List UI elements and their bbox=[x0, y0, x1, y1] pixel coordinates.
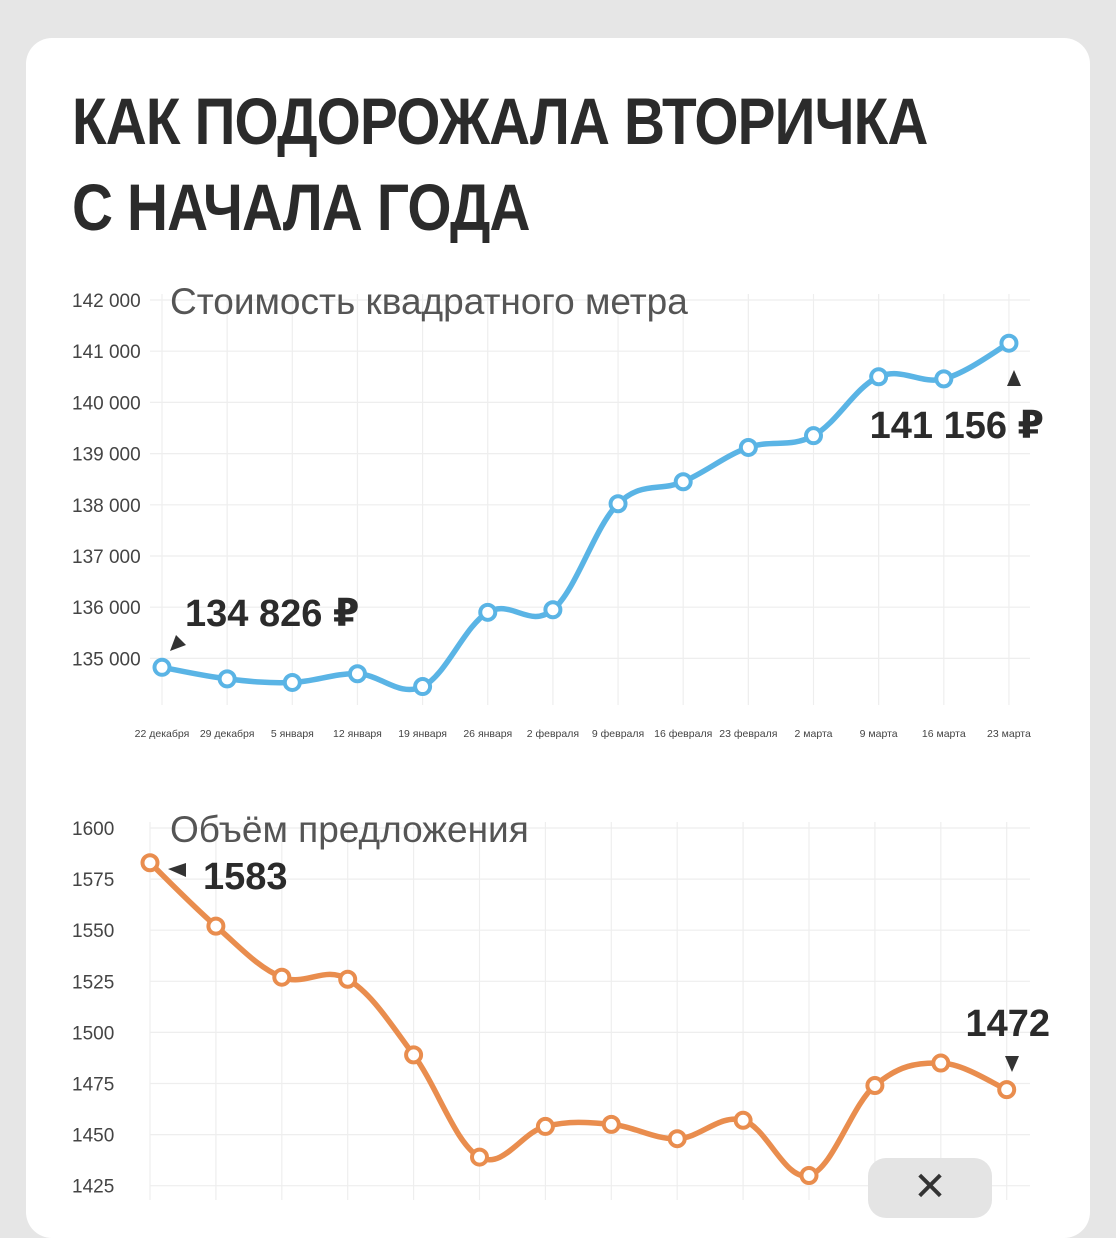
y-tick-label: 1550 bbox=[72, 921, 114, 942]
data-point bbox=[543, 600, 563, 620]
data-point bbox=[413, 677, 433, 697]
data-point bbox=[152, 657, 172, 677]
data-point bbox=[608, 494, 628, 514]
x-tick-label: 2 марта bbox=[795, 728, 833, 740]
data-point bbox=[272, 967, 292, 987]
annotation-arrow-icon bbox=[168, 863, 186, 877]
data-point bbox=[999, 333, 1019, 353]
data-point bbox=[140, 853, 160, 873]
value-annotation: 1472 bbox=[965, 1003, 1050, 1045]
x-tick-label: 12 января bbox=[333, 728, 382, 740]
x-tick-label: 19 января bbox=[398, 728, 447, 740]
data-point bbox=[738, 437, 758, 457]
close-icon: ✕ bbox=[913, 1165, 947, 1209]
x-tick-label: 29 декабря bbox=[200, 728, 255, 740]
data-point bbox=[282, 672, 302, 692]
data-point bbox=[667, 1129, 687, 1149]
data-point bbox=[869, 367, 889, 387]
chart-title: Стоимость квадратного метра bbox=[170, 281, 688, 322]
title-line-2: С НАЧАЛА ГОДА bbox=[72, 170, 531, 244]
data-point bbox=[931, 1053, 951, 1073]
data-point bbox=[733, 1110, 753, 1130]
data-point bbox=[217, 669, 237, 689]
annotation-arrow-icon bbox=[1005, 1056, 1019, 1072]
data-point bbox=[478, 602, 498, 622]
y-tick-label: 135 000 bbox=[72, 649, 141, 670]
y-tick-label: 139 000 bbox=[72, 445, 141, 466]
x-tick-label: 5 января bbox=[271, 728, 314, 740]
x-tick-label: 16 марта bbox=[922, 728, 966, 740]
y-tick-label: 138 000 bbox=[72, 496, 141, 517]
data-point bbox=[404, 1045, 424, 1065]
chart-title: Объём предложения bbox=[170, 809, 529, 850]
y-tick-label: 1500 bbox=[72, 1023, 114, 1044]
y-tick-label: 1450 bbox=[72, 1126, 114, 1147]
y-tick-label: 140 000 bbox=[72, 393, 141, 414]
data-point bbox=[347, 664, 367, 684]
y-tick-label: 1525 bbox=[72, 972, 114, 993]
data-point bbox=[934, 369, 954, 389]
value-annotation: 1583 bbox=[203, 856, 288, 898]
y-tick-label: 1475 bbox=[72, 1075, 114, 1096]
y-tick-label: 141 000 bbox=[72, 342, 141, 363]
data-point bbox=[206, 916, 226, 936]
x-tick-label: 2 февраля bbox=[527, 728, 579, 740]
x-tick-label: 26 января bbox=[463, 728, 512, 740]
data-point bbox=[865, 1076, 885, 1096]
x-tick-label: 16 февраля bbox=[654, 728, 712, 740]
y-tick-label: 1575 bbox=[72, 870, 114, 891]
y-tick-label: 137 000 bbox=[72, 547, 141, 568]
supply-volume-chart: 1600 1575 1550 1525 1500 1475 1450 1425 Объём пр… bbox=[72, 809, 1050, 1200]
data-point bbox=[804, 426, 823, 446]
data-point bbox=[799, 1165, 819, 1185]
data-point bbox=[470, 1147, 489, 1167]
data-point bbox=[997, 1080, 1017, 1100]
value-annotation: 141 156 ₽ bbox=[870, 405, 1044, 447]
data-point bbox=[535, 1116, 555, 1136]
y-tick-label: 1425 bbox=[72, 1177, 114, 1198]
y-tick-label: 142 000 bbox=[72, 291, 141, 312]
x-tick-label: 23 марта bbox=[987, 728, 1031, 740]
price-per-sqm-chart: 142 000 141 000 140 000 139 000 138 000 137 0… bbox=[72, 281, 1044, 740]
x-tick-label: 23 февраля bbox=[719, 728, 777, 740]
close-button[interactable]: ✕ bbox=[868, 1158, 992, 1218]
infographic-card bbox=[26, 38, 1090, 1238]
y-tick-label: 1600 bbox=[72, 819, 114, 840]
annotation-arrow-icon bbox=[170, 635, 186, 651]
data-point bbox=[673, 472, 693, 492]
data-point bbox=[338, 969, 358, 989]
x-tick-label: 9 февраля bbox=[592, 728, 644, 740]
series-line bbox=[147, 859, 1010, 1179]
value-annotation: 134 826 ₽ bbox=[185, 593, 359, 635]
series-line bbox=[159, 340, 1012, 693]
x-tick-label: 9 марта bbox=[860, 728, 898, 740]
y-tick-label: 136 000 bbox=[72, 598, 141, 619]
x-tick-label: 22 декабря bbox=[135, 728, 190, 740]
annotation-arrow-icon bbox=[1007, 370, 1021, 386]
page-title: КАК ПОДОРОЖАЛА ВТОРИЧКА С НАЧАЛА ГОДА bbox=[72, 78, 932, 250]
data-point bbox=[601, 1114, 621, 1134]
title-line-1: КАК ПОДОРОЖАЛА ВТОРИЧКА bbox=[72, 84, 928, 158]
